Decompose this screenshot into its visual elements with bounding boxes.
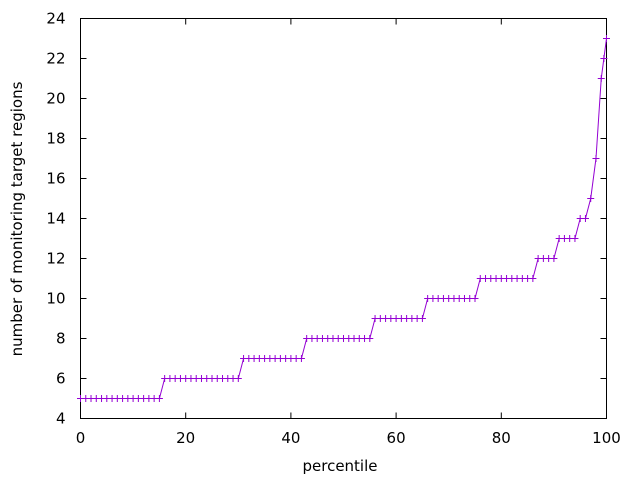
data-point: [234, 375, 242, 382]
y-tick-label: 12: [46, 250, 65, 268]
y-tick-label: 8: [56, 330, 66, 348]
y-tick-label: 16: [46, 170, 65, 188]
y-tick-label: 4: [56, 410, 66, 428]
y-tick-label: 20: [46, 90, 65, 108]
x-tick-label: 100: [592, 429, 621, 447]
data-point: [155, 395, 163, 402]
y-tick-label: 6: [56, 370, 66, 388]
y-axis-ticks: 4 6 8 10 12 14 16 18 20 22 24: [46, 10, 607, 428]
data-point: [587, 195, 595, 202]
data-point: [603, 35, 610, 42]
data-point: [418, 315, 426, 322]
data-point: [550, 255, 558, 262]
x-tick-label: 60: [387, 429, 406, 447]
plot-frame: [80, 18, 607, 419]
data-point: [366, 335, 374, 342]
data-point: [592, 155, 600, 162]
series-line: [80, 38, 607, 399]
x-tick-label: 80: [492, 429, 511, 447]
y-axis-label: number of monitoring target regions: [8, 81, 26, 356]
x-axis-ticks: 0 20 40 60 80 100: [76, 18, 621, 447]
y-tick-label: 22: [46, 50, 65, 68]
x-tick-label: 40: [281, 429, 300, 447]
x-tick-label: 20: [176, 429, 195, 447]
x-axis-label: percentile: [302, 457, 377, 475]
data-point: [471, 295, 479, 302]
data-point: [600, 55, 608, 62]
y-tick-label: 24: [46, 10, 65, 28]
data-point: [597, 75, 605, 82]
data-point: [529, 275, 537, 282]
y-tick-label: 14: [46, 210, 65, 228]
y-tick-label: 10: [46, 290, 65, 308]
data-point: [581, 215, 589, 222]
data-point: [297, 355, 305, 362]
data-point: [571, 235, 579, 242]
y-tick-label: 18: [46, 130, 65, 148]
x-tick-label: 0: [76, 429, 86, 447]
series-group: [77, 35, 610, 402]
